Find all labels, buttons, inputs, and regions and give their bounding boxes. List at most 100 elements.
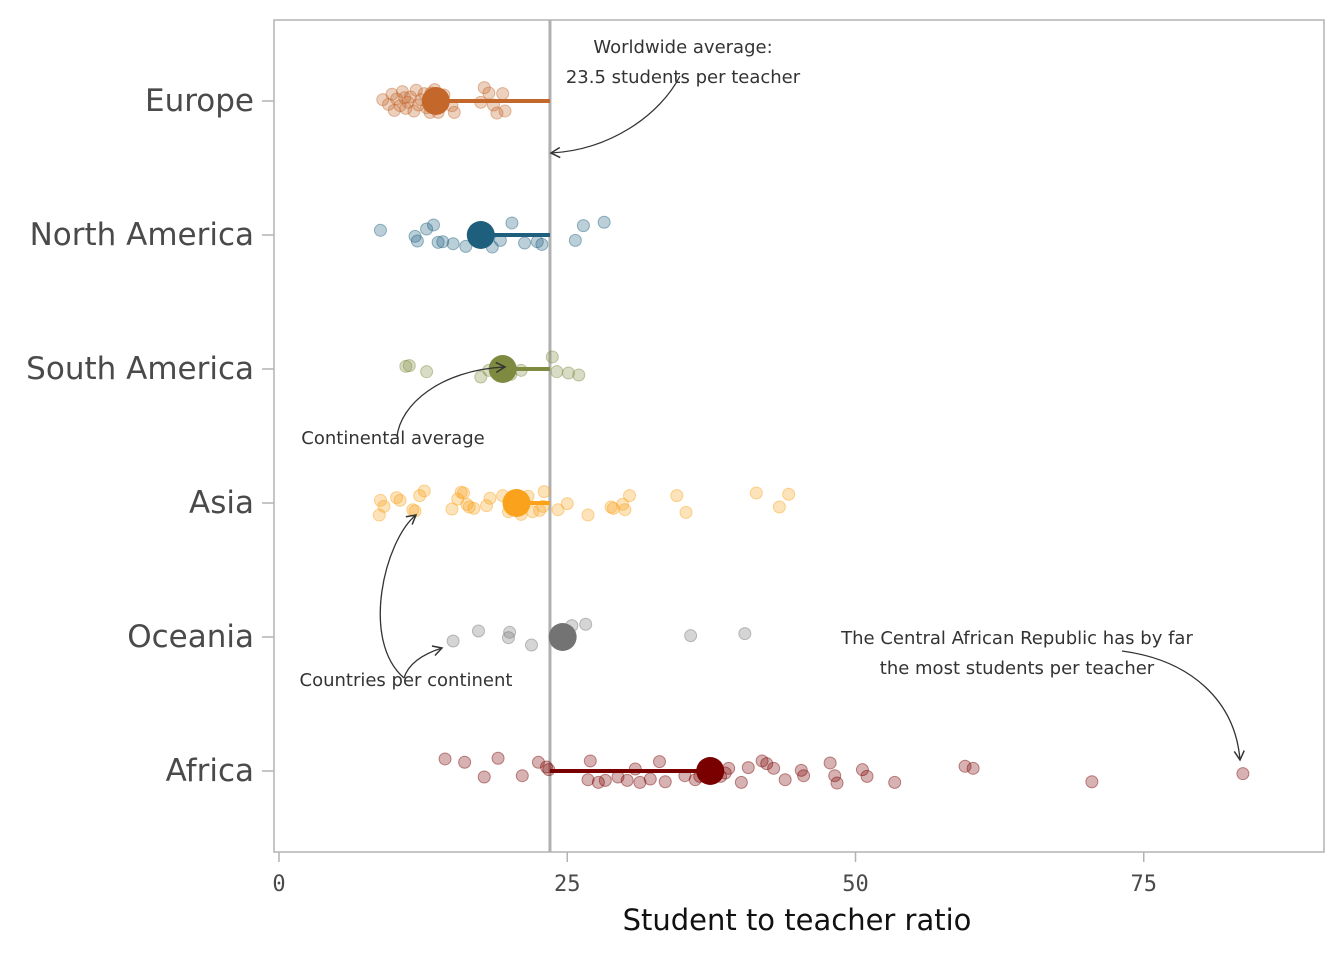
country-point — [560, 497, 574, 511]
y-tick-north-america: North America — [30, 217, 274, 253]
annotation-line: Continental average — [301, 428, 484, 449]
x-tick-label: 75 — [1131, 872, 1158, 897]
country-point — [611, 770, 625, 784]
country-point — [823, 756, 837, 770]
y-tick-africa: Africa — [166, 753, 274, 789]
continent-average-dot — [466, 221, 495, 249]
annotation-arrow — [1121, 650, 1245, 762]
y-tick-europe: Europe — [145, 83, 274, 119]
continent-average-dot — [548, 623, 577, 651]
country-point — [684, 629, 698, 643]
annotation-arrow — [379, 514, 418, 679]
country-point — [377, 499, 391, 513]
country-point — [501, 631, 515, 645]
y-tick-label: North America — [30, 217, 254, 253]
x-axis: 0 25 50 75 — [272, 852, 1157, 897]
annotation-arrow — [396, 361, 507, 438]
country-point — [446, 237, 460, 251]
annotation-central-african-republic: The Central African Republic has by far … — [840, 628, 1245, 762]
country-point — [460, 497, 474, 511]
country-point — [583, 754, 597, 768]
y-tick-label: Oceania — [127, 619, 254, 655]
country-point — [399, 359, 413, 373]
country-point — [407, 104, 421, 118]
country-point — [1236, 767, 1250, 781]
country-point — [535, 237, 549, 251]
x-tick-label: 25 — [554, 872, 581, 897]
annotations: Worldwide average: 23.5 students per tea… — [300, 37, 1245, 762]
annotation-line: Worldwide average: — [593, 37, 772, 58]
country-point — [445, 502, 459, 516]
y-tick-label: Africa — [166, 753, 254, 789]
country-point — [373, 223, 387, 237]
country-point — [670, 489, 684, 503]
country-point — [525, 638, 539, 652]
country-point — [401, 95, 415, 109]
country-point — [454, 485, 468, 499]
country-point — [467, 501, 481, 515]
annotation-arrow — [549, 75, 681, 159]
country-point — [794, 763, 808, 777]
country-point — [382, 97, 396, 111]
y-tick-oceania: Oceania — [127, 619, 274, 655]
continent-average-dot — [696, 757, 725, 785]
country-point — [568, 233, 582, 247]
country-point — [471, 624, 485, 638]
y-tick-label: Europe — [145, 83, 254, 119]
country-point — [446, 634, 460, 648]
country-point — [486, 98, 500, 112]
country-point — [966, 761, 980, 775]
country-point — [514, 363, 528, 377]
country-point — [496, 87, 510, 101]
country-point — [623, 489, 637, 503]
country-point — [722, 761, 736, 775]
continent-average-dot — [421, 87, 450, 115]
country-point — [403, 90, 417, 104]
x-tick-label: 0 — [272, 872, 285, 897]
country-point — [474, 95, 488, 109]
country-point — [483, 491, 497, 505]
annotation-countries-per-continent: Countries per continent — [300, 514, 513, 691]
country-point — [393, 99, 407, 113]
country-point — [438, 752, 452, 766]
country-point — [576, 219, 590, 233]
country-point — [545, 350, 559, 364]
annotation-arrow — [403, 645, 444, 679]
country-point — [628, 762, 642, 776]
country-point — [542, 763, 556, 777]
annotation-line: the most students per teacher — [880, 658, 1155, 679]
country-point — [480, 499, 494, 513]
country-point — [778, 773, 792, 787]
country-point — [591, 775, 605, 789]
country-point — [658, 775, 672, 789]
x-tick-label: 50 — [842, 872, 869, 897]
country-point — [399, 101, 413, 115]
plot-panel — [273, 19, 1325, 853]
annotation-continental-average: Continental average — [301, 361, 507, 449]
country-point — [643, 772, 657, 786]
country-point — [410, 234, 424, 248]
country-point — [417, 484, 431, 498]
country-point — [490, 106, 504, 120]
annotation-line: 23.5 students per teacher — [566, 67, 801, 88]
country-point — [459, 239, 473, 253]
annotation-line: Countries per continent — [300, 670, 513, 691]
country-point — [633, 775, 647, 789]
country-point — [393, 493, 407, 507]
country-point — [505, 216, 519, 230]
country-point — [749, 486, 763, 500]
country-point — [652, 755, 666, 769]
country-point — [1085, 775, 1099, 789]
country-point — [755, 754, 769, 768]
country-point — [477, 81, 491, 95]
country-point — [772, 500, 786, 514]
y-tick-label: South America — [26, 351, 254, 387]
country-point — [678, 769, 692, 783]
country-point — [551, 503, 565, 517]
country-point — [427, 218, 441, 232]
country-point — [550, 365, 564, 379]
country-point — [604, 500, 618, 514]
country-point — [782, 487, 796, 501]
country-point — [679, 505, 693, 519]
country-point — [515, 769, 529, 783]
